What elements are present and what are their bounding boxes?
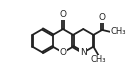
Text: O: O <box>59 48 66 57</box>
Text: O: O <box>99 13 106 22</box>
Text: CH₃: CH₃ <box>111 27 126 36</box>
Text: CH₃: CH₃ <box>91 55 106 64</box>
Text: O: O <box>59 10 66 19</box>
Text: N: N <box>80 48 87 57</box>
